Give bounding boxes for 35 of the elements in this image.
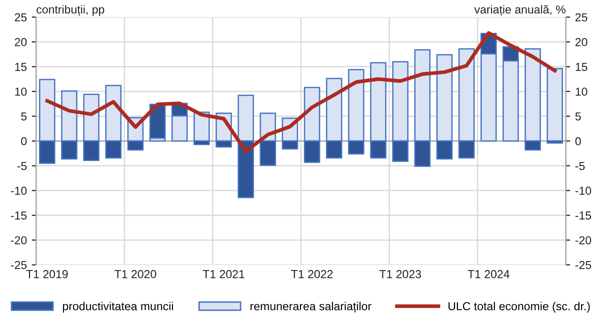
bar <box>546 68 563 142</box>
y-tick-label: 0 <box>21 137 27 146</box>
y2-tick-label: -10 <box>575 186 592 195</box>
y2-tick-label: 0 <box>575 137 581 146</box>
y-tick-label: -10 <box>10 186 27 195</box>
y2-tick-label: 5 <box>575 112 581 121</box>
y-tick-label: 10 <box>15 88 27 96</box>
y2-tick-label: -25 <box>575 260 592 270</box>
y2-tick-label: -20 <box>575 236 592 244</box>
y-tick-label: -15 <box>10 212 27 220</box>
y-tick-label: -25 <box>10 260 27 270</box>
legend-label: productivitatea muncii <box>62 302 173 313</box>
y-tick-label: 15 <box>15 62 27 71</box>
y2-axis-title: variație anuală, % <box>474 4 566 16</box>
x-tick-label: T1 2020 <box>114 270 156 278</box>
x-tick-label: T1 2024 <box>468 270 510 278</box>
x-tick-label: T1 2021 <box>202 270 244 278</box>
y-axis-title: contribuții, pp <box>36 5 104 16</box>
y-tick-label: -20 <box>10 236 27 244</box>
x-tick-label: T1 2023 <box>379 270 421 278</box>
y2-tick-label: 20 <box>575 38 588 46</box>
y2-tick-label: 25 <box>575 13 588 22</box>
line-series <box>45 31 557 154</box>
legend-label: ULC total economie (sc. dr.) <box>448 302 590 313</box>
y2-tick-label: 15 <box>576 62 588 71</box>
y-tick-label: 25 <box>14 13 27 22</box>
y-tick-label: 5 <box>21 112 27 121</box>
x-tick-label: T1 2022 <box>291 270 333 278</box>
y2-tick-label: -15 <box>575 212 592 220</box>
y2-tick-label: -5 <box>575 162 585 170</box>
y-tick-label: -5 <box>17 162 27 170</box>
y-tick-label: 20 <box>14 38 27 46</box>
legend-label: remunerarea salariaților <box>250 302 372 313</box>
y2-tick-label: 10 <box>576 88 588 96</box>
x-tick-label: T1 2019 <box>26 270 68 278</box>
